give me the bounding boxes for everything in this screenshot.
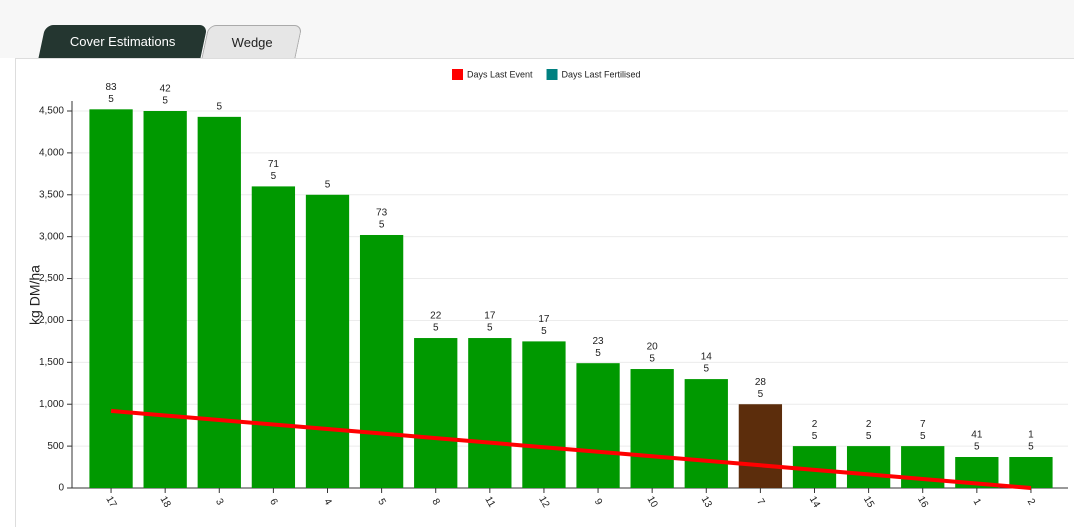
data-label: 5 — [812, 431, 818, 442]
y-tick-label: 1,500 — [39, 357, 64, 368]
legend-label: Days Last Fertilised — [562, 69, 641, 79]
data-label: 5 — [758, 389, 764, 400]
data-label: 5 — [595, 348, 601, 359]
y-tick-label: 4,000 — [39, 148, 64, 159]
x-tick-label: 2 — [1025, 497, 1038, 508]
y-tick-label: 1,000 — [39, 399, 64, 410]
data-label: 5 — [974, 442, 980, 453]
bar — [305, 194, 350, 488]
x-tick-label: 15 — [861, 495, 876, 511]
x-tick-label: 11 — [482, 495, 497, 510]
bar — [251, 186, 296, 488]
x-tick-label: 4 — [321, 497, 334, 508]
bar — [738, 404, 783, 488]
y-tick-label: 2,500 — [39, 273, 64, 284]
x-tick-label: 16 — [915, 495, 930, 511]
bar — [468, 338, 512, 488]
data-label: 5 — [703, 364, 709, 375]
y-tick-label: 500 — [47, 441, 64, 452]
bar — [414, 338, 458, 488]
x-tick-label: 12 — [536, 495, 551, 511]
x-tick-label: 13 — [699, 495, 714, 511]
bar — [89, 109, 133, 488]
y-tick-label: 3,500 — [39, 189, 64, 200]
y-axis-label: kg DM/ha — [27, 265, 43, 325]
data-label: 1 — [1028, 430, 1034, 441]
bar — [522, 341, 566, 488]
bar — [197, 116, 241, 488]
data-label: 7 — [920, 419, 926, 430]
bar — [576, 363, 620, 488]
data-label: 42 — [160, 84, 172, 95]
x-tick-label: 7 — [754, 497, 767, 508]
data-label: 71 — [268, 159, 280, 170]
data-label: 5 — [216, 102, 222, 113]
data-label: 2 — [812, 419, 818, 430]
data-label: 83 — [105, 82, 117, 93]
x-tick-label: 9 — [592, 497, 605, 508]
data-label: 5 — [271, 171, 277, 182]
data-label: 14 — [701, 352, 713, 363]
x-tick-label: 6 — [267, 497, 280, 508]
bar — [1009, 457, 1053, 488]
x-tick-label: 17 — [103, 495, 118, 511]
bar — [143, 111, 187, 488]
x-tick-label: 5 — [375, 497, 388, 508]
chart-panel — [15, 58, 1074, 527]
x-tick-label: 3 — [213, 497, 226, 508]
bar — [630, 369, 674, 488]
legend-label: Days Last Event — [467, 69, 533, 79]
data-label: 5 — [433, 323, 439, 334]
data-label: 2 — [866, 419, 872, 430]
x-tick-label: 14 — [807, 495, 822, 511]
data-label: 73 — [376, 208, 388, 219]
data-label: 5 — [1028, 442, 1034, 453]
x-tick-label: 1 — [971, 497, 984, 508]
data-label: 5 — [866, 431, 872, 442]
bar — [359, 234, 404, 488]
data-label: 17 — [538, 314, 550, 325]
data-label: 5 — [649, 354, 655, 365]
trend-line — [110, 408, 1032, 490]
x-tick-label: 8 — [429, 497, 442, 508]
bar — [846, 446, 891, 488]
data-label: 5 — [920, 431, 926, 442]
y-tick-label: 4,500 — [39, 106, 64, 117]
data-label: 23 — [592, 336, 604, 347]
y-tick-label: 2,000 — [39, 315, 64, 326]
data-label: 22 — [430, 311, 442, 322]
data-label: 5 — [541, 326, 547, 337]
data-label: 20 — [647, 342, 659, 353]
data-label: 5 — [108, 94, 114, 105]
y-tick-label: 3,000 — [39, 231, 64, 242]
data-label: 5 — [379, 220, 385, 231]
data-label: 5 — [162, 96, 168, 107]
data-label: 28 — [755, 377, 767, 388]
legend-swatch — [452, 69, 463, 80]
legend-swatch — [546, 69, 558, 80]
data-label: 5 — [487, 323, 493, 334]
y-tick-label: 0 — [58, 483, 64, 494]
bar — [684, 379, 728, 488]
data-label: 41 — [971, 430, 983, 441]
data-label: 5 — [325, 179, 331, 190]
x-tick-label: 18 — [158, 495, 173, 511]
data-label: 17 — [484, 311, 496, 322]
x-tick-label: 10 — [645, 495, 660, 511]
